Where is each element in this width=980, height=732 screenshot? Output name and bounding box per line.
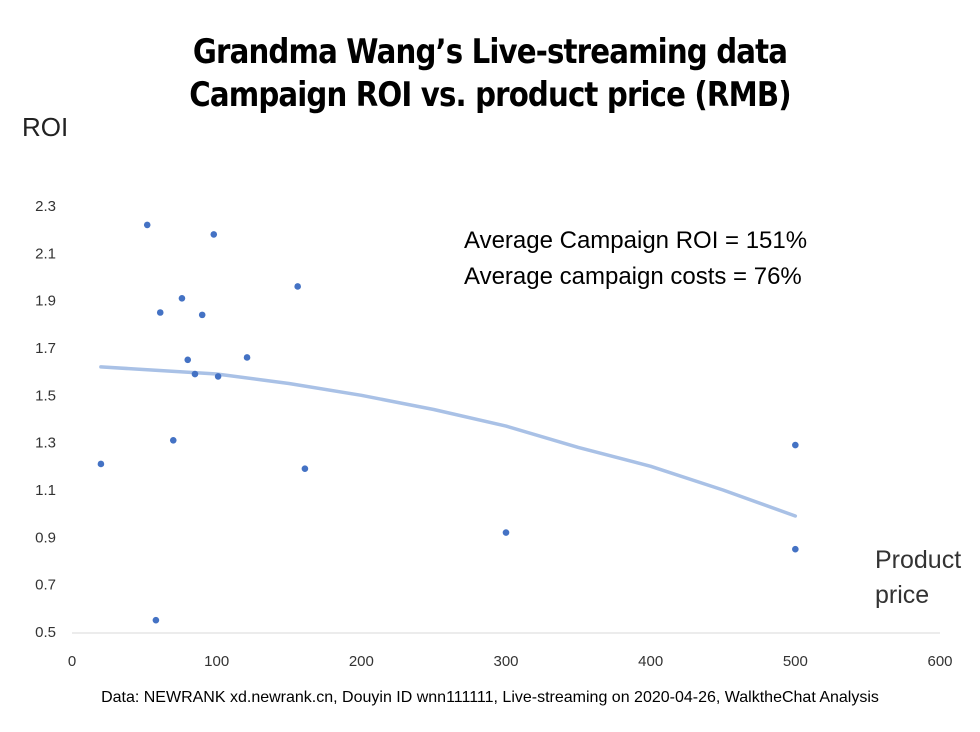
data-point [214,373,222,380]
annotation-average-costs: Average campaign costs = 76% [464,263,802,290]
y-tick-label: 1.7 [35,340,56,357]
data-point [169,437,177,444]
x-tick-label: 0 [68,653,76,670]
data-point [97,460,105,468]
data-point [156,309,164,316]
x-tick-label: 600 [927,653,952,670]
y-axis-label: ROI [22,112,69,142]
x-tick-label: 200 [349,653,374,670]
data-point [502,529,510,536]
x-axis-label: Product price [875,546,962,609]
x-tick-label: 100 [204,653,229,670]
data-point [792,545,799,553]
y-tick-label: 2.1 [35,245,56,262]
data-point [184,356,192,364]
data-point [198,311,206,319]
y-tick-label: 1.5 [35,387,56,404]
annotation-average-roi: Average Campaign ROI = 151% [464,227,808,254]
data-point [210,231,218,238]
data-point [191,370,199,378]
x-tick-label: 400 [638,653,663,670]
data-point [294,283,301,290]
data-point [792,441,799,449]
chart-title-line-1: Grandma Wang’s Live-streaming data [192,32,788,72]
data-point [178,295,186,302]
y-tick-label: 1.3 [35,435,56,452]
y-tick-label: 1.1 [35,482,56,499]
x-tick-label: 300 [493,653,518,670]
data-point [143,221,151,229]
data-point [243,354,251,361]
trendline [99,365,798,518]
y-tick-label: 0.5 [35,624,56,641]
y-tick-label: 1.9 [35,293,56,310]
y-tick-label: 0.7 [35,577,56,594]
data-point [301,465,309,473]
data-point [152,616,160,624]
chart-title-line-2: Campaign ROI vs. product price (RMB) [189,75,791,115]
x-tick-label: 500 [783,653,808,670]
y-tick-label: 0.9 [35,529,56,546]
data-source-footer: Data: NEWRANK xd.newrank.cn, Douyin ID w… [101,689,879,706]
y-tick-label: 2.3 [35,198,56,215]
